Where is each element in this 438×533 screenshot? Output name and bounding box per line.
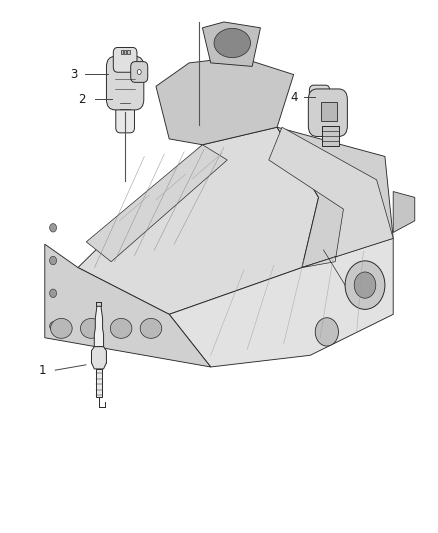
Polygon shape xyxy=(393,191,415,232)
Polygon shape xyxy=(86,145,227,262)
FancyBboxPatch shape xyxy=(309,85,330,107)
Circle shape xyxy=(49,289,57,297)
Polygon shape xyxy=(169,238,393,367)
Circle shape xyxy=(317,93,322,99)
Text: 3: 3 xyxy=(70,68,77,80)
Circle shape xyxy=(49,256,57,265)
FancyBboxPatch shape xyxy=(131,62,148,83)
Bar xyxy=(95,369,102,397)
Polygon shape xyxy=(277,127,393,268)
Polygon shape xyxy=(156,57,293,145)
Circle shape xyxy=(137,70,141,75)
Bar xyxy=(124,50,126,54)
Bar xyxy=(322,126,339,146)
Circle shape xyxy=(354,272,376,298)
Ellipse shape xyxy=(51,318,72,338)
Bar xyxy=(120,50,123,54)
Bar xyxy=(321,102,337,121)
Polygon shape xyxy=(92,346,106,369)
FancyBboxPatch shape xyxy=(106,56,144,110)
Circle shape xyxy=(49,322,57,330)
Text: 4: 4 xyxy=(290,91,297,104)
Ellipse shape xyxy=(214,28,251,58)
Polygon shape xyxy=(45,244,211,367)
FancyBboxPatch shape xyxy=(308,89,347,136)
Polygon shape xyxy=(94,306,103,346)
Text: 1: 1 xyxy=(39,364,46,377)
Polygon shape xyxy=(269,127,393,268)
Circle shape xyxy=(49,223,57,232)
Circle shape xyxy=(315,318,339,346)
Ellipse shape xyxy=(81,318,102,338)
Text: 2: 2 xyxy=(78,93,86,106)
Polygon shape xyxy=(202,22,261,67)
Circle shape xyxy=(345,261,385,309)
FancyBboxPatch shape xyxy=(113,47,137,72)
Bar xyxy=(127,50,130,54)
FancyBboxPatch shape xyxy=(116,94,134,133)
Ellipse shape xyxy=(140,318,162,338)
Polygon shape xyxy=(78,127,318,314)
Ellipse shape xyxy=(110,318,132,338)
